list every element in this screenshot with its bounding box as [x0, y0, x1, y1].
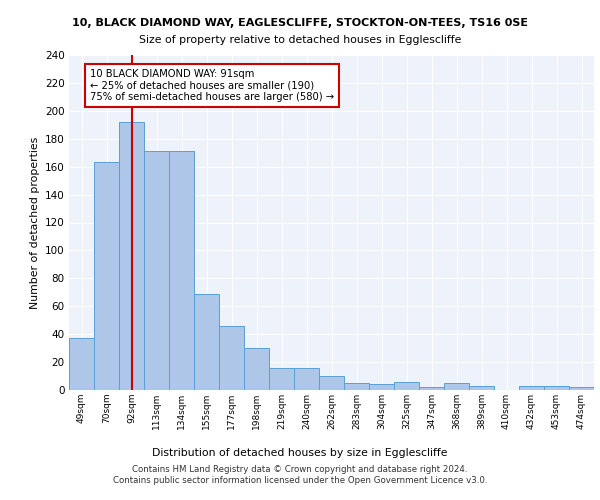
Bar — [369, 384, 394, 390]
Bar — [419, 387, 444, 390]
Bar — [444, 383, 469, 390]
Bar — [294, 368, 319, 390]
Text: 10, BLACK DIAMOND WAY, EAGLESCLIFFE, STOCKTON-ON-TEES, TS16 0SE: 10, BLACK DIAMOND WAY, EAGLESCLIFFE, STO… — [72, 18, 528, 28]
Bar — [519, 386, 544, 390]
Text: Contains public sector information licensed under the Open Government Licence v3: Contains public sector information licen… — [113, 476, 487, 485]
Bar — [194, 294, 219, 390]
Bar — [394, 382, 419, 390]
Text: 10 BLACK DIAMOND WAY: 91sqm
← 25% of detached houses are smaller (190)
75% of se: 10 BLACK DIAMOND WAY: 91sqm ← 25% of det… — [90, 69, 334, 102]
Bar — [219, 326, 244, 390]
Bar — [144, 152, 169, 390]
Bar — [469, 386, 494, 390]
Bar — [244, 348, 269, 390]
Bar — [544, 386, 569, 390]
Bar — [69, 338, 94, 390]
Bar — [169, 152, 194, 390]
Bar — [569, 387, 594, 390]
Bar — [344, 383, 369, 390]
Bar — [269, 368, 294, 390]
Text: Distribution of detached houses by size in Egglescliffe: Distribution of detached houses by size … — [152, 448, 448, 458]
Bar — [119, 122, 144, 390]
Y-axis label: Number of detached properties: Number of detached properties — [29, 136, 40, 308]
Bar — [94, 162, 119, 390]
Text: Contains HM Land Registry data © Crown copyright and database right 2024.: Contains HM Land Registry data © Crown c… — [132, 465, 468, 474]
Text: Size of property relative to detached houses in Egglescliffe: Size of property relative to detached ho… — [139, 35, 461, 45]
Bar — [319, 376, 344, 390]
